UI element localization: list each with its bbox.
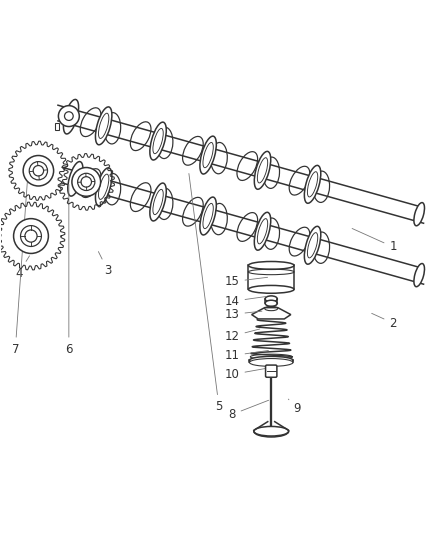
Ellipse shape [203,142,213,168]
Circle shape [78,173,95,190]
Ellipse shape [150,122,166,160]
Circle shape [23,156,53,186]
Text: 13: 13 [225,308,262,321]
Ellipse shape [153,189,163,215]
Text: 15: 15 [225,275,268,288]
Ellipse shape [150,183,166,221]
Ellipse shape [254,151,271,189]
Text: 2: 2 [372,313,397,329]
Ellipse shape [200,136,216,174]
Ellipse shape [248,262,294,269]
Ellipse shape [99,174,109,199]
Ellipse shape [307,172,318,197]
Text: 3: 3 [99,252,112,277]
Text: 11: 11 [225,349,268,362]
Ellipse shape [414,263,424,287]
Ellipse shape [258,158,268,183]
Ellipse shape [95,107,112,145]
FancyBboxPatch shape [265,365,277,377]
Ellipse shape [304,165,321,203]
Circle shape [21,225,42,246]
Circle shape [25,230,37,242]
Ellipse shape [254,426,289,436]
Text: 7: 7 [11,182,27,356]
Ellipse shape [95,168,112,206]
Text: 9: 9 [288,399,301,415]
Circle shape [81,176,92,187]
Ellipse shape [258,219,268,244]
Ellipse shape [248,286,294,293]
Ellipse shape [68,161,83,196]
Ellipse shape [99,113,109,139]
Text: 8: 8 [228,400,268,421]
Ellipse shape [304,227,321,264]
Ellipse shape [153,128,163,154]
Ellipse shape [203,204,213,229]
Ellipse shape [307,232,318,258]
Ellipse shape [254,212,271,250]
Circle shape [33,166,44,176]
Ellipse shape [265,296,277,302]
Text: 4: 4 [15,256,29,279]
Circle shape [72,167,101,196]
Text: 6: 6 [65,184,73,356]
Circle shape [29,161,47,180]
Circle shape [14,219,48,254]
Ellipse shape [265,300,277,306]
Ellipse shape [200,197,216,235]
Text: 5: 5 [189,174,223,413]
Text: 10: 10 [225,368,268,381]
Circle shape [64,112,73,120]
Text: 12: 12 [225,329,260,343]
Ellipse shape [414,203,424,226]
Circle shape [58,106,79,126]
Text: 14: 14 [225,295,266,308]
Text: 1: 1 [352,229,397,253]
Bar [55,123,59,130]
Ellipse shape [250,359,293,366]
Ellipse shape [64,100,78,134]
Ellipse shape [250,357,293,364]
Polygon shape [252,308,291,319]
